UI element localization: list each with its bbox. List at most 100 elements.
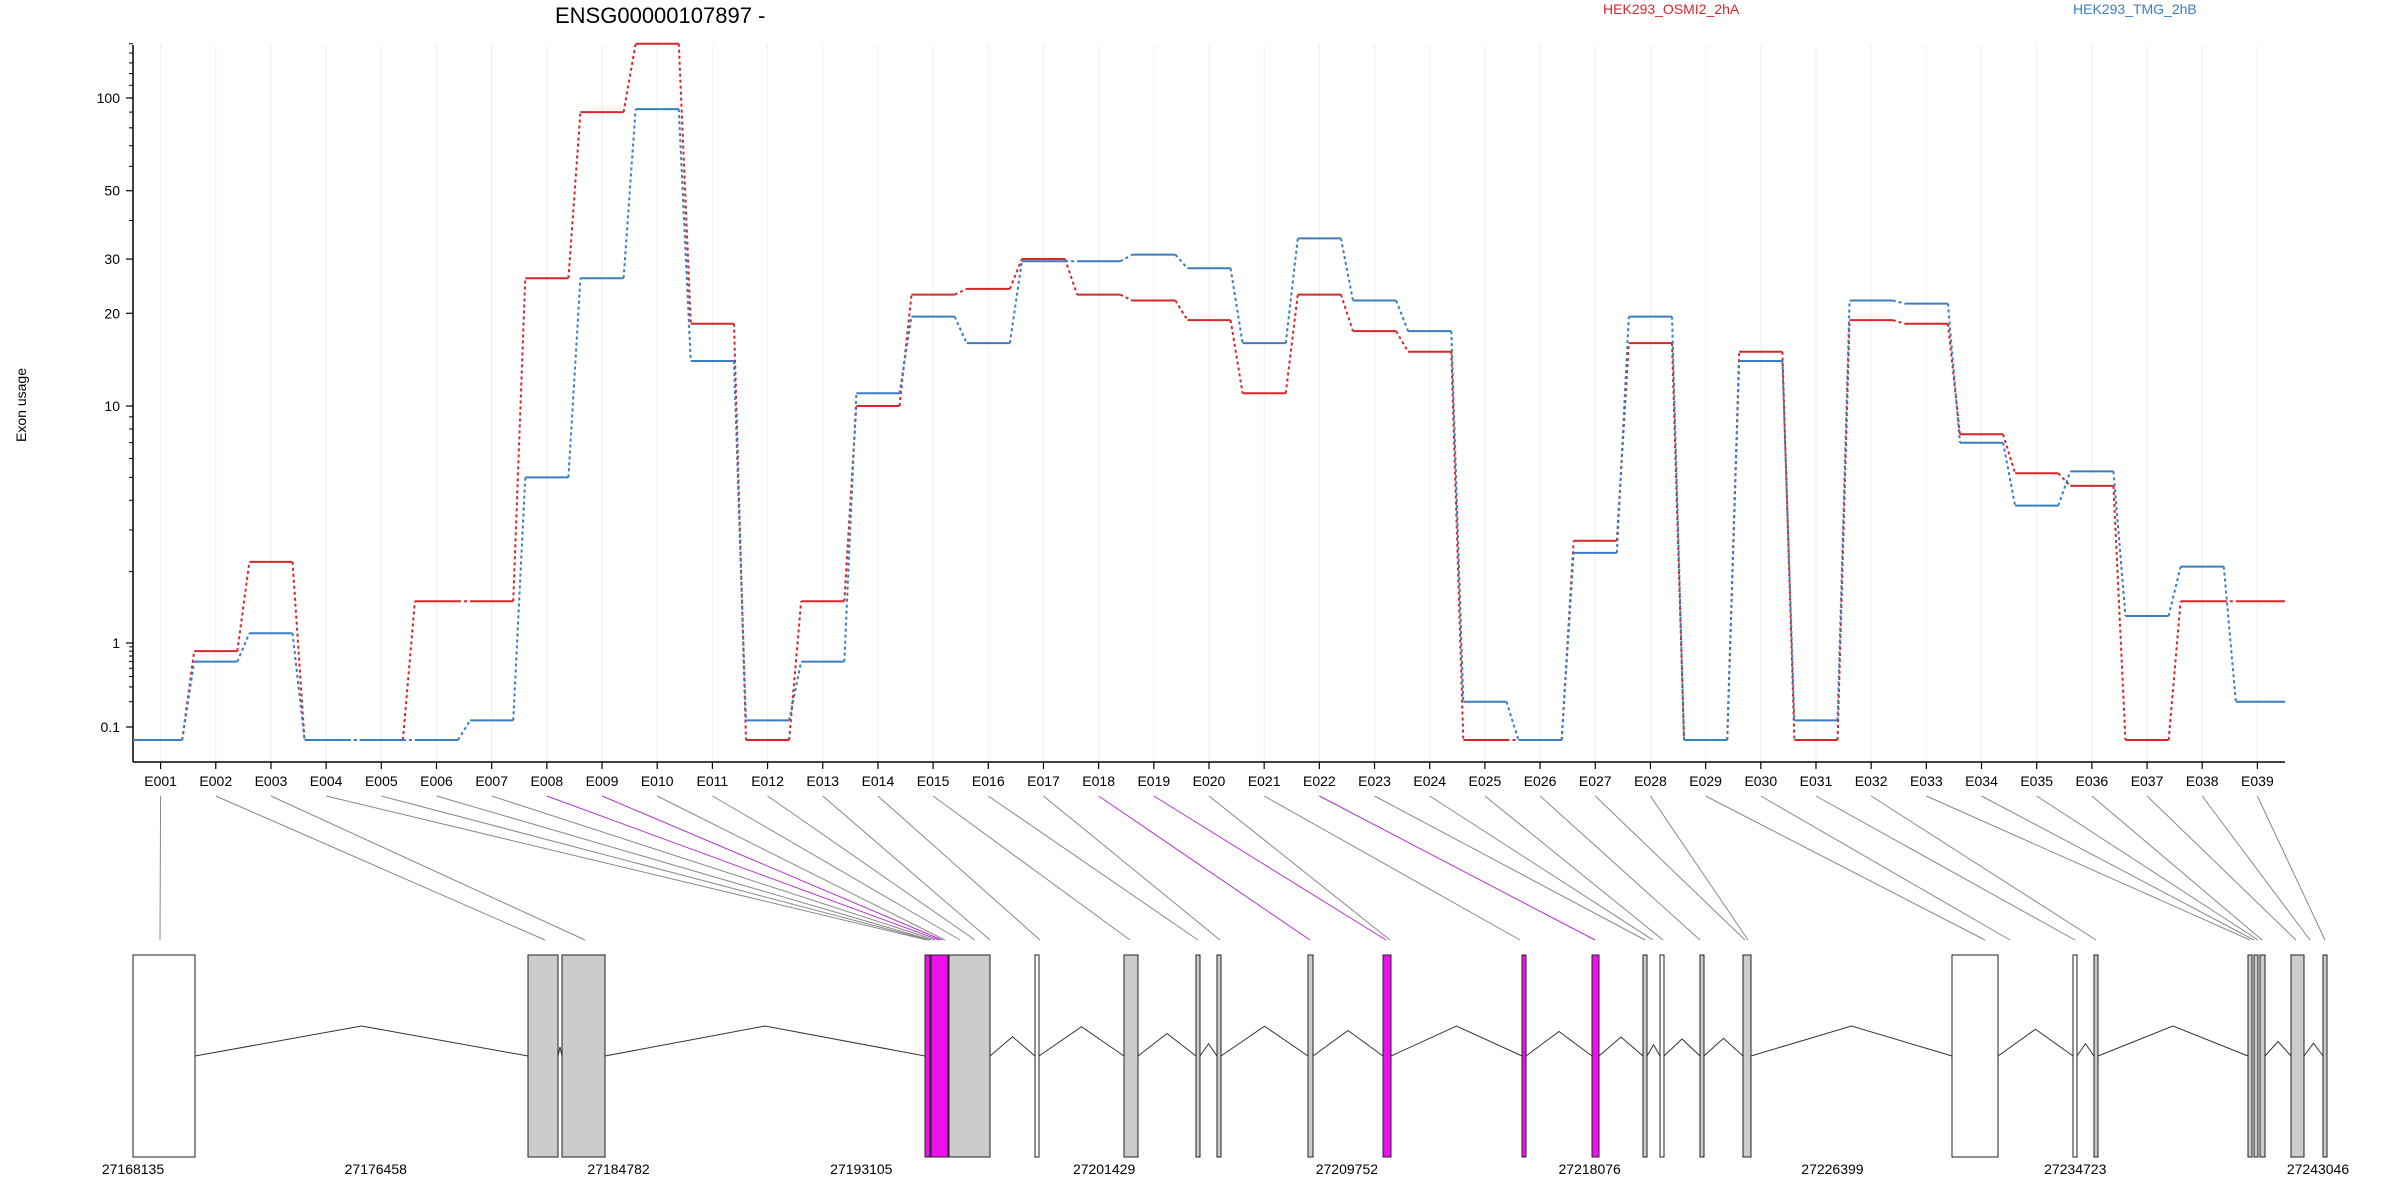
intron-line xyxy=(557,1046,563,1057)
series-transition xyxy=(1008,258,1023,290)
intron-line xyxy=(1703,1037,1744,1057)
exon-box xyxy=(1195,954,1201,1158)
exon-box xyxy=(1742,954,1752,1158)
coordinate-label: 27209752 xyxy=(1316,1161,1379,1177)
exon-box xyxy=(561,954,606,1158)
exon-box xyxy=(1123,954,1139,1158)
connector-line xyxy=(1208,795,1391,941)
series-transition xyxy=(1119,293,1133,302)
series-transition xyxy=(1726,360,1741,741)
exon-connectors xyxy=(159,795,2326,941)
coordinate-label: 27234723 xyxy=(2044,1161,2107,1177)
coordinate-label: 27193105 xyxy=(830,1161,893,1177)
x-tick-label: E030 xyxy=(1744,773,1777,789)
series-transition xyxy=(567,112,582,279)
series-transition xyxy=(1395,300,1410,332)
connector-line xyxy=(1319,795,1596,941)
gene-model xyxy=(132,954,2328,1158)
series-transition xyxy=(567,278,582,478)
x-tick-label: E002 xyxy=(199,773,232,789)
exon-box xyxy=(1382,954,1392,1158)
coordinate-label: 27226399 xyxy=(1801,1161,1864,1177)
connector-line xyxy=(1705,795,1986,941)
series-transition xyxy=(1229,319,1244,394)
coordinate-label: 27184782 xyxy=(587,1161,650,1177)
x-tick-label: E023 xyxy=(1358,773,1391,789)
connector-line xyxy=(877,795,1041,941)
intron-line xyxy=(1137,1032,1197,1057)
connector-line xyxy=(2256,795,2326,941)
intron-line xyxy=(989,1036,1036,1057)
x-tick-label: E018 xyxy=(1082,773,1115,789)
x-tick-label: E036 xyxy=(2076,773,2109,789)
connector-line xyxy=(767,795,976,941)
connector-line xyxy=(1429,795,1654,941)
connector-line xyxy=(1153,795,1387,941)
series-transition xyxy=(1892,319,1906,325)
connector-line xyxy=(2201,795,2311,941)
x-tick-label: E014 xyxy=(862,773,895,789)
intron-line xyxy=(1997,1028,2074,1057)
series-transition xyxy=(1339,238,1354,301)
series-transition xyxy=(1119,253,1133,263)
series-transition xyxy=(2002,442,2017,506)
x-tick-label: E001 xyxy=(144,773,177,789)
x-tick-label: E034 xyxy=(1965,773,1998,789)
exon-box xyxy=(2253,954,2259,1158)
x-tick-label: E033 xyxy=(1910,773,1943,789)
x-tick-label: E020 xyxy=(1193,773,1226,789)
series-transition xyxy=(788,601,803,741)
connector-line xyxy=(491,795,936,941)
series-transition xyxy=(677,109,692,362)
exon-box xyxy=(1591,954,1600,1158)
series-transition xyxy=(622,43,637,113)
series-transition xyxy=(1450,331,1465,702)
connector-line xyxy=(822,795,991,941)
intron-line xyxy=(194,1025,529,1057)
intron-line xyxy=(1525,1030,1593,1057)
x-tick-label: E021 xyxy=(1248,773,1281,789)
series-transition xyxy=(2167,601,2182,741)
series-transition xyxy=(512,278,527,602)
y-tick-label: 0.1 xyxy=(101,719,121,735)
x-tick-label: E015 xyxy=(917,773,950,789)
intron-line xyxy=(1646,1043,1661,1057)
exon-box xyxy=(2072,954,2078,1158)
x-tick-label: E008 xyxy=(530,773,563,789)
series-transition xyxy=(1505,701,1520,741)
x-tick-label: E012 xyxy=(751,773,784,789)
connector-line xyxy=(601,795,943,941)
series-transition xyxy=(457,719,471,741)
series-transition xyxy=(1174,300,1189,321)
series-transition xyxy=(1671,316,1686,741)
connector-line xyxy=(1098,795,1311,941)
exon-box xyxy=(1034,954,1040,1158)
x-tick-label: E010 xyxy=(641,773,674,789)
x-tick-label: E035 xyxy=(2020,773,2053,789)
series-transition xyxy=(788,661,803,721)
exon-box xyxy=(1642,954,1648,1158)
coordinate-label: 27201429 xyxy=(1073,1161,1136,1177)
exon-box xyxy=(948,954,991,1158)
intron-line xyxy=(1750,1025,1953,1057)
series-transition xyxy=(1892,299,1905,305)
axes: 0.1 1 10 20 30 50 100 E001 E002 E003 E004 E005 E006 E… xyxy=(97,43,2285,789)
series-transition xyxy=(2057,471,2072,506)
connector-line xyxy=(1650,795,1749,941)
x-tick-label: E026 xyxy=(1524,773,1557,789)
legend-series-2: HEK293_TMG_2hB xyxy=(2073,1,2197,17)
series-transition xyxy=(1284,238,1299,344)
exon-box xyxy=(2093,954,2099,1158)
coordinate-label: 27218076 xyxy=(1559,1161,1622,1177)
x-tick-label: E028 xyxy=(1634,773,1667,789)
series-transition xyxy=(1781,351,1796,741)
intron-line xyxy=(1598,1036,1644,1057)
connector-line xyxy=(1539,795,1701,941)
y-tick-label: 20 xyxy=(104,305,120,321)
connector-line xyxy=(656,795,946,941)
series-transition xyxy=(1946,323,1961,435)
x-tick-label: E016 xyxy=(972,773,1005,789)
grid-lines xyxy=(160,45,2258,762)
intron-line xyxy=(2097,1025,2249,1057)
exon-box xyxy=(2322,954,2328,1158)
